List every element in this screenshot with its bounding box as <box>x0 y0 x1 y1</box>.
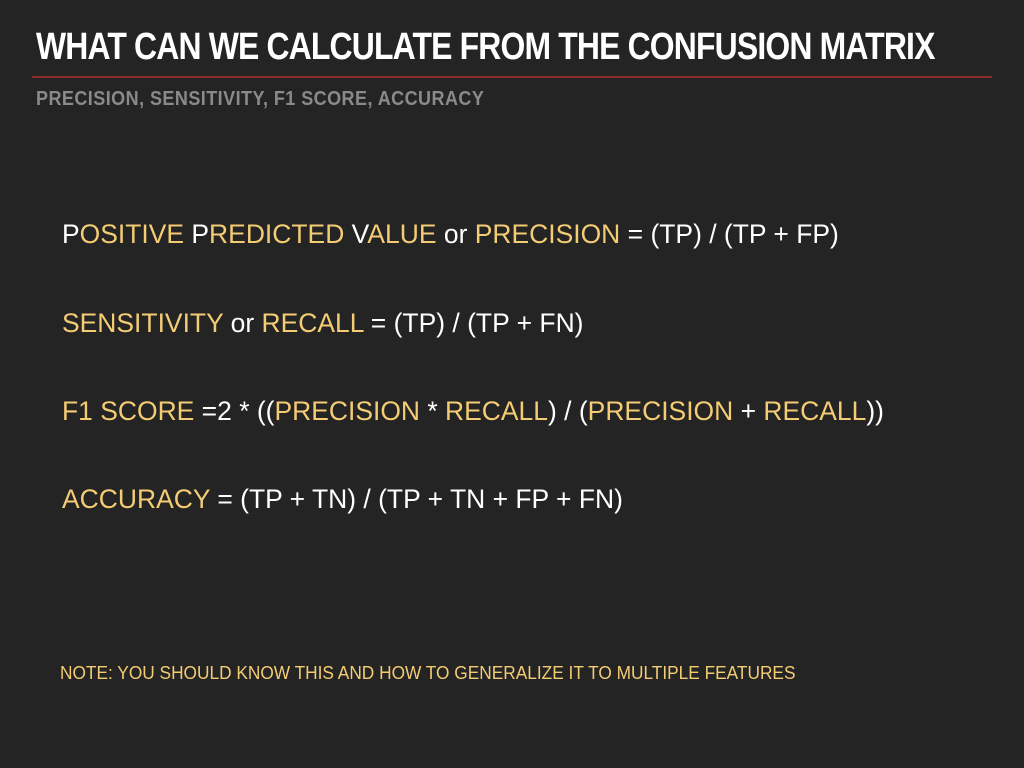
formula-text: * <box>420 396 446 426</box>
formula-text: or <box>223 308 262 338</box>
title-divider <box>32 76 992 78</box>
formula-text: P <box>184 219 210 249</box>
slide-subtitle: PRECISION, SENSITIVITY, F1 SCORE, ACCURA… <box>36 88 485 110</box>
formula-term: OSITIVE <box>79 219 185 249</box>
formula-text: ) / ( <box>547 396 588 426</box>
formula-term: F1 SCORE <box>62 396 195 426</box>
precision-formula: POSITIVE PREDICTED VALUE or PRECISION = … <box>62 219 839 250</box>
formula-text: = (TP) / (TP + FP) <box>620 219 839 249</box>
accuracy-formula: ACCURACY = (TP + TN) / (TP + TN + FP + F… <box>62 484 623 515</box>
formula-term: PRECISION <box>274 396 421 426</box>
formula-term: ALUE <box>367 219 437 249</box>
formula-text: =2 * (( <box>194 396 275 426</box>
recall-formula: SENSITIVITY or RECALL = (TP) / (TP + FN) <box>62 308 583 339</box>
f1-score-formula: F1 SCORE =2 * ((PRECISION * RECALL) / (P… <box>62 396 884 427</box>
formula-text: P <box>62 219 80 249</box>
formula-term: ACCURACY <box>62 484 211 514</box>
formula-term: RECALL <box>445 396 548 426</box>
formula-text: + <box>733 396 764 426</box>
formula-term: SENSITIVITY <box>62 308 224 338</box>
formula-term: PRECISION <box>587 396 734 426</box>
formula-term: RECALL <box>763 396 867 426</box>
slide-title: WHAT CAN WE CALCULATE FROM THE CONFUSION… <box>36 26 935 68</box>
formula-term: REDICTED <box>209 219 345 249</box>
slide-note: NOTE: YOU SHOULD KNOW THIS AND HOW TO GE… <box>60 663 796 683</box>
formula-text: or <box>436 219 475 249</box>
formula-text: = (TP) / (TP + FN) <box>363 308 584 338</box>
formula-text: V <box>344 219 368 249</box>
formula-text: = (TP + TN) / (TP + TN + FP + FN) <box>210 484 623 514</box>
formula-term: PRECISION <box>474 219 621 249</box>
formula-text: )) <box>866 396 884 426</box>
formula-term: RECALL <box>261 308 364 338</box>
